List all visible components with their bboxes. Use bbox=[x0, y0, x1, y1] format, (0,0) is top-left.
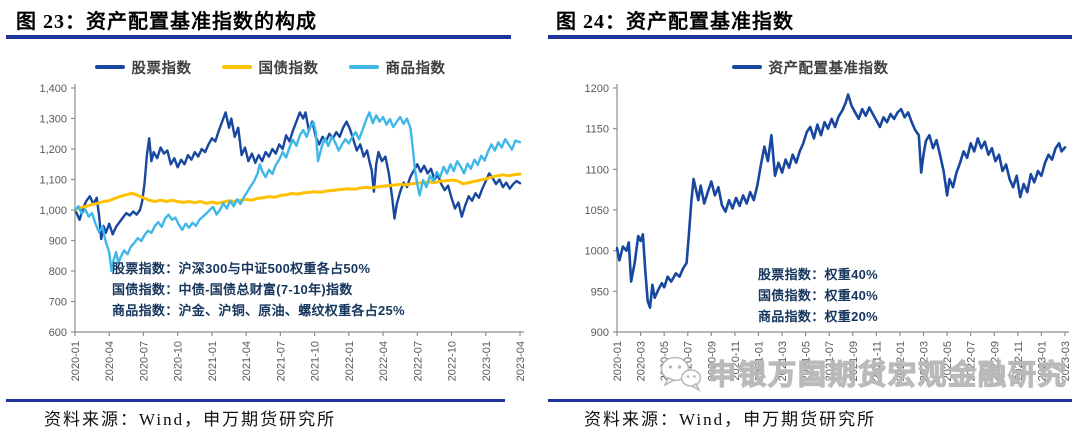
line-chart-benchmark-components: 600 700 800 900 1,000 1,100 1,200 1,300 1,400 202… bbox=[39, 83, 527, 381]
x-axis-label: 2021-01 bbox=[753, 341, 765, 381]
figure-23-title: 图 23：资产配置基准指数的构成 bbox=[16, 11, 317, 33]
y-axis-label: 600 bbox=[49, 327, 67, 339]
watermark: 申银万国期货宏观金融研究 bbox=[658, 352, 1068, 394]
legend-item: 商品指数 bbox=[348, 57, 446, 78]
watermark-text: 申银万国期货宏观金融研究 bbox=[707, 358, 1069, 390]
y-axis-label: 900 bbox=[49, 236, 67, 248]
y-axis-label: 950 bbox=[591, 286, 609, 298]
figure-24-title: 图 24：资产配置基准指数 bbox=[556, 11, 794, 33]
legend-label: 资产配置基准指数 bbox=[768, 60, 889, 77]
series-国债指数 bbox=[73, 172, 522, 212]
annotation-block: 股票指数：权重40% 国债指数：权重40% 商品指数：权重20% bbox=[758, 264, 878, 327]
annotation-line: 国债指数：中债-国债总财富(7-10年)指数 bbox=[112, 282, 353, 297]
annotation-line: 股票指数：沪深300与中证500权重各占50% bbox=[112, 261, 371, 276]
legend-item: 国债指数 bbox=[221, 57, 319, 78]
title-rule bbox=[548, 35, 1072, 39]
x-axis-label: 2021-01 bbox=[207, 341, 219, 381]
annotation-line: 商品指数：沪金、沪铜、原油、螺纹权重各占25% bbox=[112, 303, 405, 318]
x-axis-label: 2020-04 bbox=[104, 341, 116, 381]
x-axis-label: 2021-03 bbox=[777, 341, 789, 381]
wechat-logo-icon bbox=[660, 356, 702, 393]
x-axis-label: 2022-05 bbox=[942, 341, 954, 381]
x-axis-label: 2020-03 bbox=[636, 341, 648, 381]
y-axis-label: 1,300 bbox=[39, 114, 67, 126]
y-axis-label: 1200 bbox=[585, 83, 609, 95]
legend: 资产配置基准指数 bbox=[540, 57, 1080, 77]
x-axis-label: 2020-10 bbox=[173, 341, 185, 381]
legend-line-swatch bbox=[221, 65, 252, 69]
x-axis-label: 2022-07 bbox=[412, 341, 424, 381]
annotation-line: 股票指数：权重40% bbox=[758, 267, 879, 282]
x-axis-label: 2020-11 bbox=[730, 341, 742, 381]
x-axis-label: 2021-07 bbox=[824, 341, 836, 381]
series-商品指数 bbox=[73, 111, 522, 273]
legend-item: 股票指数 bbox=[94, 57, 192, 78]
source-text: 资料来源：Wind，申万期货研究所 bbox=[584, 410, 877, 429]
annotation-block: 股票指数：沪深300与中证500权重各占50% 国债指数：中债-国债总财富(7-1… bbox=[112, 258, 405, 321]
footer-rule bbox=[548, 399, 1072, 402]
legend-label: 商品指数 bbox=[385, 60, 446, 77]
source-text: 资料来源：Wind，申万期货研究所 bbox=[44, 410, 337, 429]
x-axis-label: 2022-01 bbox=[344, 341, 356, 381]
x-axis-label: 2021-04 bbox=[241, 341, 253, 381]
series-股票指数 bbox=[73, 111, 522, 241]
x-axis-label: 2022-07 bbox=[966, 341, 978, 381]
x-axis-label: 2020-09 bbox=[706, 341, 718, 381]
y-axis-label: 700 bbox=[49, 297, 67, 309]
x-axis-label: 2020-01 bbox=[612, 341, 624, 381]
legend-label: 股票指数 bbox=[131, 60, 192, 77]
x-axis-label: 2022-11 bbox=[1013, 341, 1025, 381]
x-axis-label: 2022-03 bbox=[919, 341, 931, 381]
y-axis-label: 1,100 bbox=[39, 175, 67, 187]
legend-item: 资产配置基准指数 bbox=[731, 57, 889, 78]
x-axis-label: 2021-10 bbox=[310, 341, 322, 381]
x-axis-label: 2023-03 bbox=[1060, 341, 1072, 381]
line-chart-benchmark-index: 900 950 1000 1050 1100 1150 1200 2020-01 2020-03… bbox=[585, 83, 1072, 381]
legend-line-swatch bbox=[731, 65, 762, 69]
y-axis-label: 800 bbox=[49, 266, 67, 278]
x-axis-label: 2020-01 bbox=[70, 341, 82, 381]
x-axis-label: 2021-09 bbox=[848, 341, 860, 381]
x-axis-label: 2021-05 bbox=[801, 341, 813, 381]
legend-label: 国债指数 bbox=[258, 60, 319, 77]
x-axis-label: 2023-04 bbox=[515, 341, 527, 381]
y-axis-label: 1,200 bbox=[39, 144, 67, 156]
legend-line-swatch bbox=[94, 65, 125, 69]
footer-rule bbox=[6, 399, 505, 402]
y-axis-label: 1100 bbox=[585, 164, 609, 176]
x-axis-label: 2020-07 bbox=[138, 341, 150, 381]
annotation-line: 商品指数：权重20% bbox=[758, 309, 879, 324]
y-axis-label: 1150 bbox=[585, 124, 609, 136]
x-axis-label: 2022-10 bbox=[447, 341, 459, 381]
x-axis-label: 2023-01 bbox=[1036, 341, 1048, 381]
legend-line-swatch bbox=[348, 65, 379, 69]
title-rule bbox=[6, 35, 511, 39]
x-axis-label: 2023-01 bbox=[481, 341, 493, 381]
x-axis-label: 2021-07 bbox=[275, 341, 287, 381]
x-axis-label: 2022-01 bbox=[895, 341, 907, 381]
y-axis-label: 900 bbox=[591, 327, 609, 339]
x-axis-label: 2021-11 bbox=[871, 341, 883, 381]
y-axis-label: 1050 bbox=[585, 205, 609, 217]
x-axis-label: 2022-09 bbox=[989, 341, 1001, 381]
series-资产配置基准指数 bbox=[615, 93, 1067, 309]
y-axis-label: 1000 bbox=[585, 246, 609, 258]
figure-23-panel: 图 23：资产配置基准指数的构成 股票指数 国债指数 商品指数 600 700 800 9… bbox=[0, 11, 540, 429]
y-axis-label: 1,000 bbox=[39, 205, 67, 217]
y-axis-label: 1,400 bbox=[39, 83, 67, 95]
x-axis-label: 2022-04 bbox=[378, 341, 390, 381]
figure-24-panel: 图 24：资产配置基准指数 资产配置基准指数 900 950 1000 1050 110… bbox=[540, 0, 1080, 439]
annotation-line: 国债指数：权重40% bbox=[758, 288, 879, 303]
legend: 股票指数 国债指数 商品指数 bbox=[0, 57, 540, 77]
